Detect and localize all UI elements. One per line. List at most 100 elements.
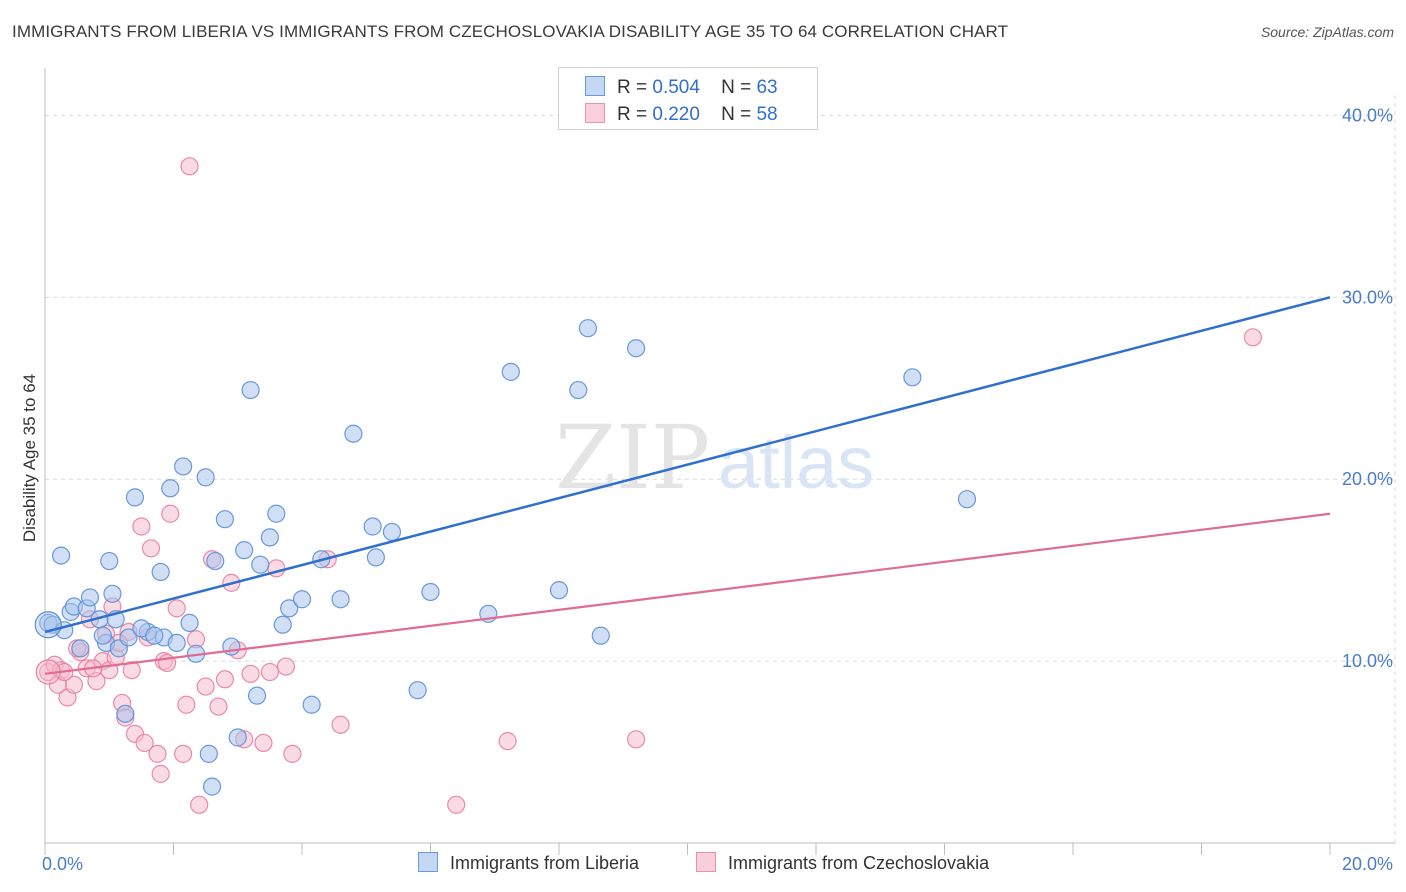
czechoslovakia-point: [141, 539, 161, 558]
liberia-point: [501, 362, 520, 381]
liberia-point: [151, 562, 170, 582]
liberia-point: [273, 615, 292, 634]
liberia-point: [408, 681, 427, 700]
bottom-legend-czechoslovakia: Immigrants from Czechoslovakia: [696, 852, 989, 874]
czechoslovakia-point: [260, 662, 279, 682]
y-tick-label: 30.0%: [1342, 287, 1393, 307]
stats-legend: R = 0.504 N = 63 R = 0.220 N = 58: [558, 67, 818, 130]
liberia-point: [180, 613, 199, 632]
liberia-point: [174, 457, 193, 476]
czechoslovakia-point: [174, 744, 193, 763]
liberia-point: [569, 380, 588, 400]
liberia-point: [382, 522, 402, 542]
legend-n-label: N =: [721, 104, 752, 125]
liberia-point: [280, 599, 299, 618]
czechoslovakia-point: [254, 733, 273, 753]
czechoslovakia-point: [196, 677, 215, 696]
liberia-point: [251, 555, 270, 574]
liberia-point: [302, 695, 321, 714]
liberia-point: [80, 588, 100, 607]
y-tick-label: 20.0%: [1342, 469, 1393, 489]
liberia-point: [591, 626, 610, 645]
liberia-point: [100, 551, 119, 571]
liberia-point: [116, 704, 135, 723]
liberia-point: [957, 490, 977, 509]
y-tick-label: 40.0%: [1342, 105, 1393, 125]
legend-swatch-czechoslovakia: [585, 103, 605, 123]
liberia-point: [93, 626, 112, 645]
liberia-point: [34, 611, 62, 639]
liberia-point: [206, 551, 225, 571]
czechoslovakia-point: [626, 730, 646, 749]
liberia-point: [421, 582, 440, 602]
liberia-point: [202, 777, 222, 796]
liberia-point: [903, 368, 922, 387]
liberia-point: [267, 504, 286, 523]
liberia-point: [125, 488, 145, 507]
legend-r-label: R =: [617, 77, 648, 98]
legend-swatch-liberia: [585, 76, 605, 96]
czechoslovakia-point: [177, 695, 196, 714]
liberia-point: [549, 581, 569, 600]
liberia-point: [260, 528, 279, 547]
y-tick-label: 10.0%: [1342, 651, 1393, 671]
liberia-point: [626, 339, 646, 358]
bottom-legend-swatch-czechoslovakia: [696, 852, 716, 872]
czechoslovakia-point: [148, 744, 167, 763]
liberia-point: [222, 637, 241, 656]
liberia-point: [161, 479, 180, 498]
y-axis-label: Disability Age 35 to 64: [20, 374, 39, 542]
czechoslovakia-point: [209, 697, 228, 716]
czechoslovakia-point: [331, 715, 350, 734]
liberia-point: [366, 548, 385, 567]
czechoslovakia-point: [167, 599, 186, 618]
liberia-point: [344, 424, 363, 443]
legend-row-czechoslovakia: R = 0.220 N = 58: [585, 103, 778, 127]
liberia-point: [228, 728, 247, 747]
bottom-legend-label-liberia: Immigrants from Liberia: [450, 853, 640, 873]
czechoslovakia-point: [276, 657, 296, 676]
liberia-point: [103, 584, 122, 603]
czechoslovakia-point: [151, 764, 170, 783]
axes: [44, 68, 1395, 855]
legend-r-value-liberia: 0.504: [652, 77, 700, 98]
trend-lines: [44, 296, 1331, 675]
czechoslovakia-point: [447, 795, 466, 814]
liberia-point: [235, 541, 254, 560]
liberia-point: [331, 590, 350, 609]
czechoslovakia-point: [498, 732, 517, 751]
liberia-point: [578, 319, 598, 338]
czechoslovakia-point: [241, 664, 260, 683]
liberia-point: [145, 626, 164, 645]
bottom-legend-swatch-liberia: [418, 852, 438, 872]
legend-n-label: N =: [721, 77, 752, 98]
czechoslovakia-point: [190, 795, 209, 814]
liberia-point: [363, 517, 382, 536]
series-liberia-points: [34, 319, 977, 796]
liberia-point: [247, 686, 267, 705]
czechoslovakia-point: [161, 504, 180, 523]
liberia-point: [167, 633, 186, 653]
legend-n-value-liberia: 63: [756, 77, 778, 98]
liberia-point: [196, 468, 215, 487]
liberia-trend-line: [44, 296, 1331, 634]
liberia-point: [215, 510, 234, 529]
legend-row-liberia: R = 0.504 N = 63: [585, 76, 778, 100]
liberia-point: [71, 639, 90, 658]
czechoslovakia-point: [122, 661, 141, 680]
legend-r-value-czechoslovakia: 0.220: [652, 104, 700, 125]
czechoslovakia-point: [180, 157, 199, 176]
legend-n-value-czechoslovakia: 58: [756, 104, 778, 125]
liberia-point: [199, 744, 218, 763]
liberia-point: [51, 546, 71, 565]
czechoslovakia-point: [132, 517, 151, 536]
legend-r-label: R =: [617, 104, 648, 125]
x-tick-label-max: 20.0%: [1342, 854, 1393, 874]
czechoslovakia-point: [1243, 328, 1263, 347]
liberia-point: [241, 380, 260, 400]
czechoslovakia-point: [135, 733, 154, 753]
liberia-point: [119, 628, 138, 647]
watermark-atlas: atlas: [718, 421, 874, 504]
source-label: Source: ZipAtlas.com: [1260, 24, 1394, 40]
